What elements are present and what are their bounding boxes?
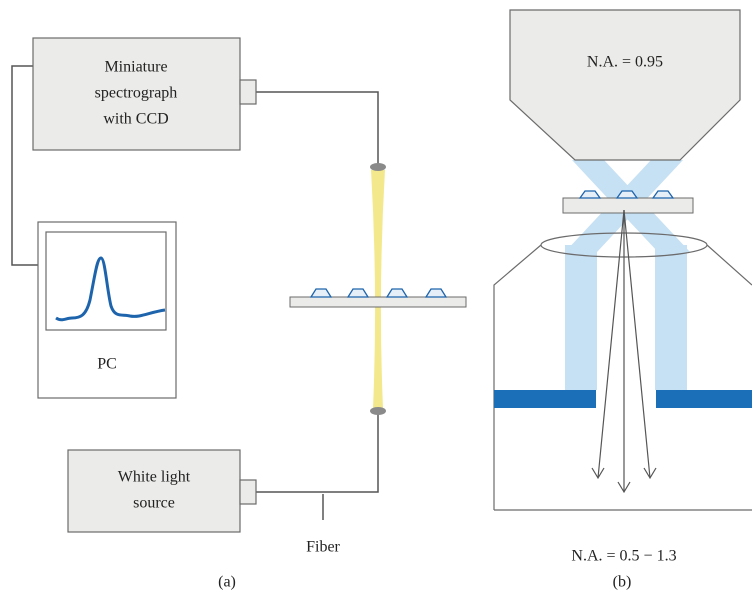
collection-housing (494, 245, 752, 510)
panel-a: Miniature spectrograph with CCD PC White… (12, 38, 466, 591)
aperture (494, 390, 596, 408)
fiber-end (370, 407, 386, 415)
fiber-top (256, 92, 378, 164)
nanostructure (311, 289, 331, 297)
light-source-label: source (133, 495, 175, 512)
fiber-bottom (256, 414, 378, 492)
nanostructure (580, 191, 600, 198)
beam (565, 245, 597, 390)
caption: (a) (218, 574, 236, 591)
pc-label: PC (97, 356, 117, 373)
scattered-ray (624, 210, 656, 478)
nanostructure (426, 289, 446, 297)
caption: (b) (613, 574, 632, 591)
nanostructure (653, 191, 673, 198)
beam (655, 245, 687, 390)
nanostructure (387, 289, 407, 297)
nanostructure (348, 289, 368, 297)
spectrograph-label: Miniature (104, 59, 167, 76)
lower-na: N.A. = 0.5 − 1.3 (571, 548, 676, 565)
fiber-end (370, 163, 386, 171)
objective-na: N.A. = 0.95 (587, 54, 663, 71)
panel-b: N.A. = 0.95 N.A. = 0.5 − 1.3 (b) (494, 10, 752, 591)
sample-slide (563, 198, 693, 213)
aperture (656, 390, 752, 408)
diagram: Miniature spectrograph with CCD PC White… (0, 0, 752, 594)
spectrograph-label: spectrograph (95, 85, 178, 102)
light-source-box (68, 450, 240, 532)
spectrograph-label: with CCD (103, 111, 168, 128)
connector (240, 80, 256, 104)
sample-slide (290, 297, 466, 307)
light-beam (371, 170, 385, 408)
objective (510, 10, 740, 160)
connector (240, 480, 256, 504)
light-source-label: White light (118, 469, 191, 486)
fiber-label: Fiber (306, 539, 340, 556)
